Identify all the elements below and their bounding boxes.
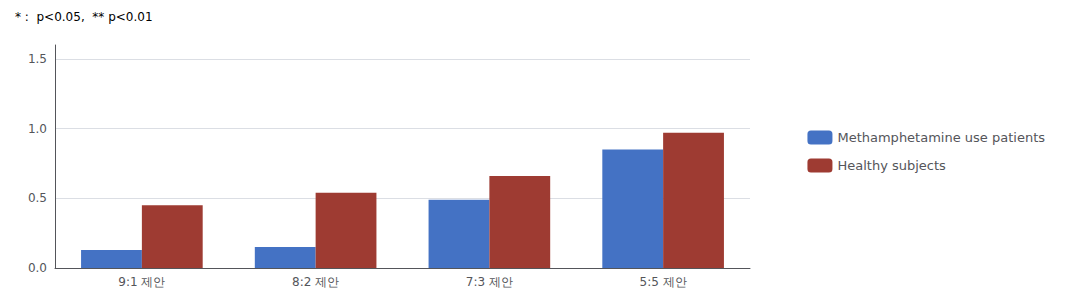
svg-text:9:1 제안: 9:1 제안 [118,275,165,289]
svg-text:8:2 제안: 8:2 제안 [292,275,339,289]
svg-text:7:3 제안: 7:3 제안 [466,275,513,289]
svg-text:0.5: 0.5 [28,191,47,205]
svg-text:0.0: 0.0 [28,261,47,275]
svg-text:Methamphetamine use patients: Methamphetamine use patients [837,130,1045,145]
svg-text:5:5 제안: 5:5 제안 [640,275,687,289]
svg-text:* : p<0.05, ** p<0.01: * : p<0.05, ** p<0.01 [15,10,153,24]
svg-text:1.0: 1.0 [28,122,47,136]
svg-text:1.5: 1.5 [28,52,47,66]
svg-text:Healthy subjects: Healthy subjects [837,158,946,173]
